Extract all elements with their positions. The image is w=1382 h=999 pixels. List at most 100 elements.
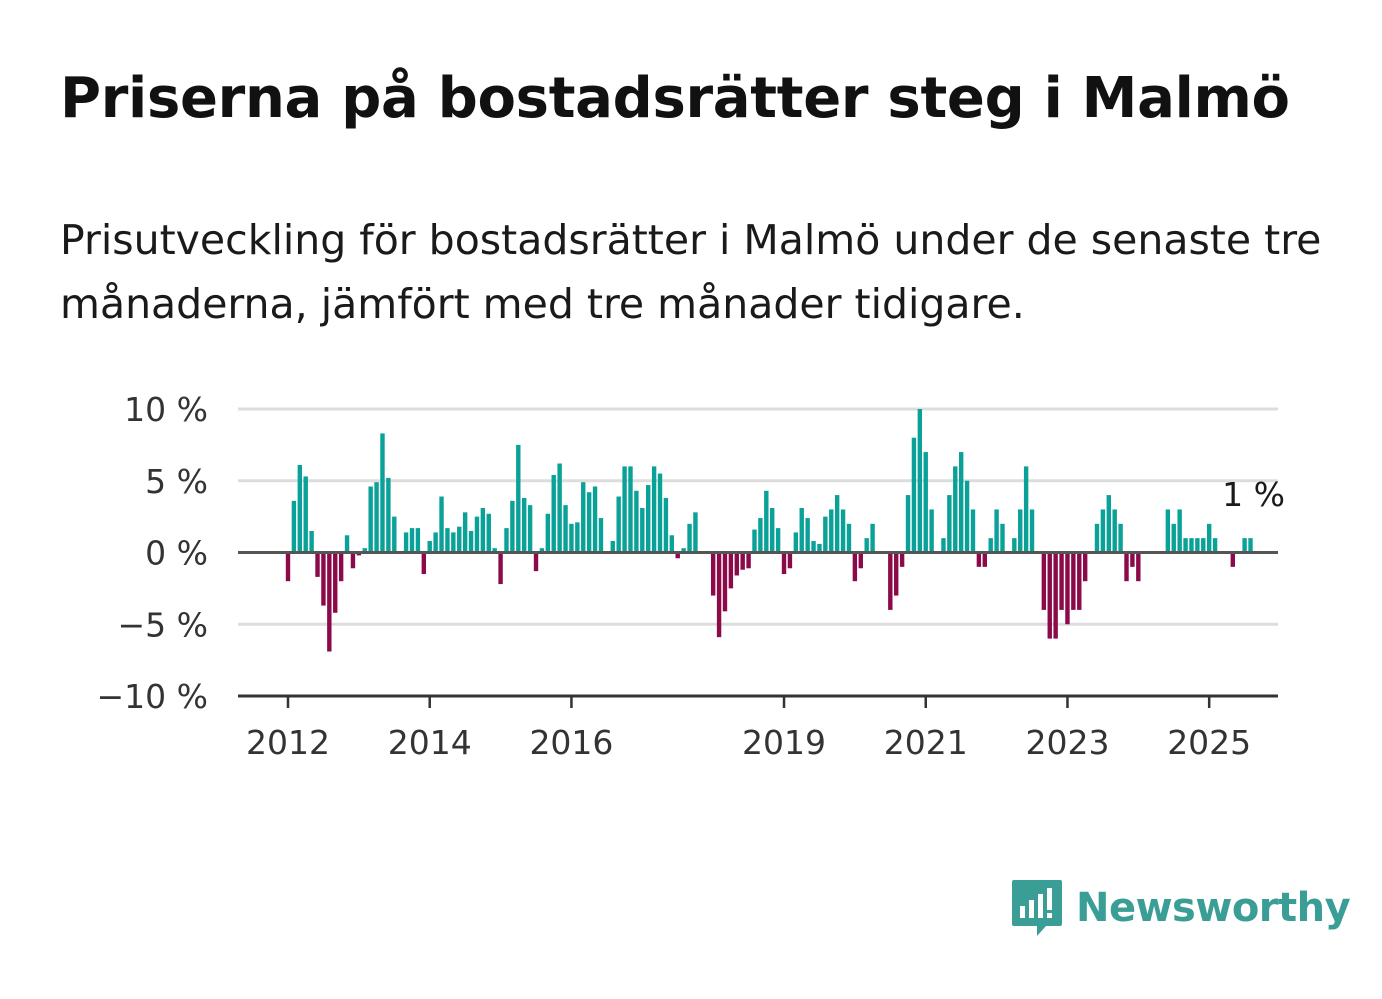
bar [864, 538, 869, 553]
bar [958, 452, 964, 553]
bar [598, 518, 604, 553]
bar [527, 505, 533, 553]
bar [480, 508, 486, 553]
bar [610, 541, 615, 553]
bars [285, 409, 1253, 652]
bar [988, 538, 993, 553]
bar [492, 548, 497, 553]
chart-title: Priserna på bostadsrätter steg i Malmö [60, 66, 1290, 131]
bar [728, 552, 734, 589]
brand-name: Newsworthy [1076, 885, 1351, 931]
bar [433, 532, 438, 553]
bar [799, 508, 804, 553]
bar [386, 477, 391, 553]
bar [533, 552, 539, 572]
bar [569, 523, 574, 553]
bar [1018, 509, 1023, 553]
x-tick-label: 2019 [742, 723, 826, 762]
bar [888, 552, 893, 610]
bar [616, 496, 621, 553]
bar [947, 495, 952, 553]
bar [445, 528, 450, 553]
bar [687, 523, 692, 553]
bar [1230, 552, 1235, 567]
bar [634, 490, 639, 553]
bar [1065, 552, 1070, 625]
newsworthy-logo-icon [1012, 880, 1062, 936]
bar [392, 516, 397, 553]
bar [309, 530, 314, 553]
bar [787, 552, 793, 569]
last-value-label: 1 % [1222, 475, 1285, 514]
bar [770, 508, 775, 553]
bar [592, 486, 598, 553]
bar [740, 552, 745, 570]
bar [894, 552, 899, 596]
bar [646, 485, 651, 553]
bar [415, 528, 421, 553]
bar [575, 522, 580, 553]
bar [563, 505, 568, 553]
bar [1118, 523, 1123, 553]
bar [758, 518, 763, 553]
bar [675, 552, 680, 559]
bar [522, 497, 527, 553]
bar [976, 552, 982, 567]
bar [504, 528, 509, 553]
axes: 10 % 5 % 0 % −5 % −10 % 2012 2014 2016 2019 2021 2… [97, 390, 1285, 762]
bar [1171, 523, 1176, 553]
bar [1195, 538, 1200, 553]
bar [468, 530, 474, 553]
y-tick-label: −5 % [118, 605, 209, 644]
bar [380, 433, 385, 553]
bar [651, 466, 657, 553]
bar [516, 444, 521, 553]
bar [409, 528, 415, 553]
bar [557, 463, 562, 553]
bar [1206, 523, 1212, 553]
bar [1023, 466, 1029, 553]
bar [451, 532, 456, 553]
bar [811, 541, 816, 553]
bar [905, 495, 911, 553]
bar [775, 528, 781, 553]
bar [486, 513, 491, 553]
bar [1047, 552, 1052, 639]
bar [1053, 552, 1058, 639]
bar [545, 513, 551, 553]
bar [657, 473, 663, 553]
bar [1183, 538, 1188, 553]
bar [1012, 538, 1017, 553]
bar [941, 538, 946, 553]
bar [333, 552, 338, 613]
bar [327, 552, 332, 652]
bar [840, 509, 846, 553]
bar [338, 552, 344, 582]
bar [1130, 552, 1135, 567]
bar [421, 552, 427, 575]
bar [734, 552, 739, 576]
bar [622, 466, 627, 553]
newsworthy-logo[interactable]: Newsworthy [1010, 878, 1351, 938]
bar [929, 509, 934, 553]
bar [1177, 509, 1182, 553]
bar [781, 552, 787, 575]
x-tick-label: 2012 [246, 723, 330, 762]
y-tick-label: 0 % [145, 534, 208, 573]
bar [427, 541, 432, 553]
bar [539, 548, 545, 553]
bar [551, 475, 556, 553]
x-tick-label: 2016 [529, 723, 613, 762]
bar [858, 552, 863, 569]
bar [1201, 538, 1206, 553]
bar [374, 482, 379, 553]
bar [681, 548, 686, 553]
bar [752, 529, 757, 553]
bar [1112, 509, 1117, 553]
bar [846, 523, 852, 553]
bar [1248, 538, 1253, 553]
bar [457, 526, 462, 553]
bar [510, 500, 515, 553]
bar [439, 496, 444, 553]
